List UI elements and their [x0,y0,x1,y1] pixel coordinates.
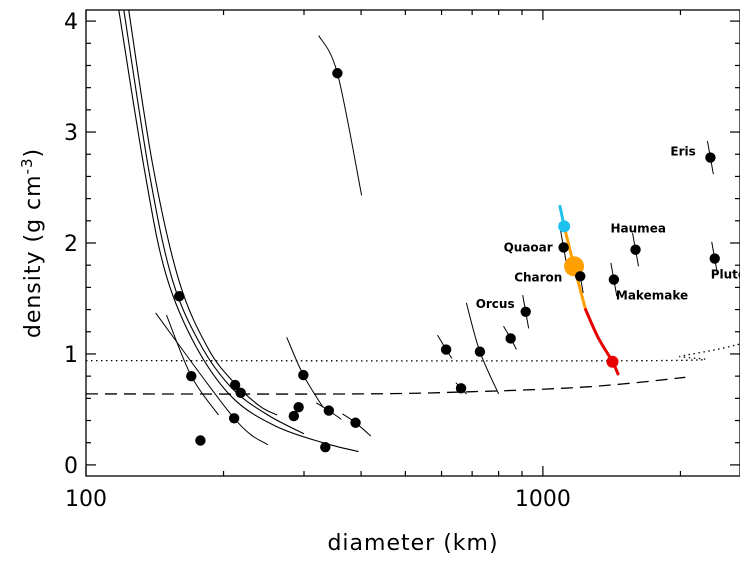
data-point [235,387,246,398]
data-point [320,441,331,453]
model-curve [118,10,359,453]
model-curve [128,10,278,416]
data-point-pluto [709,253,720,264]
y-tick-label: 2 [64,232,78,257]
data-point [474,346,486,357]
dotted-reference-line [86,343,740,362]
point-label-haumea: Haumea [611,222,666,236]
plot-area [86,10,740,453]
data-point [323,405,335,416]
data-point [298,369,309,381]
point-label-charon: Charon [514,270,562,284]
data-point [186,370,197,382]
point-label-makemake: Makemake [616,289,688,303]
y-tick-label: 4 [64,10,78,35]
data-point-eris [705,152,716,163]
data-point [229,379,241,391]
data-point [228,413,240,424]
data-point-orcus [520,306,531,317]
y-tick-label: 0 [64,454,78,479]
data-point-quaoar [558,242,569,253]
data-point-makemake [608,274,620,285]
data-point-haumea [630,244,641,255]
y-tick-label: 3 [64,121,78,146]
x-axis-title: diameter (km) [327,531,498,556]
data-point [293,402,304,413]
data-point [350,417,361,428]
data-point [195,435,206,446]
data-point [174,291,185,302]
y-axis-title: density (g cm-3) [18,148,46,338]
x-tick-label: 1000 [515,487,571,512]
tick-layer: 0 1 2 3 4 100 1000 [64,10,740,512]
point-label-orcus: Orcus [476,297,515,311]
model-curve [123,10,305,435]
data-point [332,68,343,79]
data-point [440,344,452,355]
point-label-eris: Eris [670,145,695,159]
track-marker [606,355,619,368]
x-tick-label: 100 [65,487,107,512]
track-marker [558,220,571,233]
y-tick-label: 1 [64,343,78,368]
data-point-charon [575,271,586,282]
plot-layer: Eris Haumea Quaoar Charon Pluto Makemake Orcus [86,10,740,453]
uncertainty-curve [318,35,363,196]
y-axis-title-close: ) [21,148,46,158]
point-label-quaoar: Quaoar [504,240,553,254]
y-axis-title-main: density (g cm [21,174,46,338]
track-segment [584,308,620,376]
data-point [455,383,467,394]
data-point [288,410,300,422]
data-point [505,333,516,344]
y-axis-title-exponent: -3 [18,157,36,174]
uncertainty-curve [155,312,269,446]
point-label-pluto: Pluto [711,268,740,282]
